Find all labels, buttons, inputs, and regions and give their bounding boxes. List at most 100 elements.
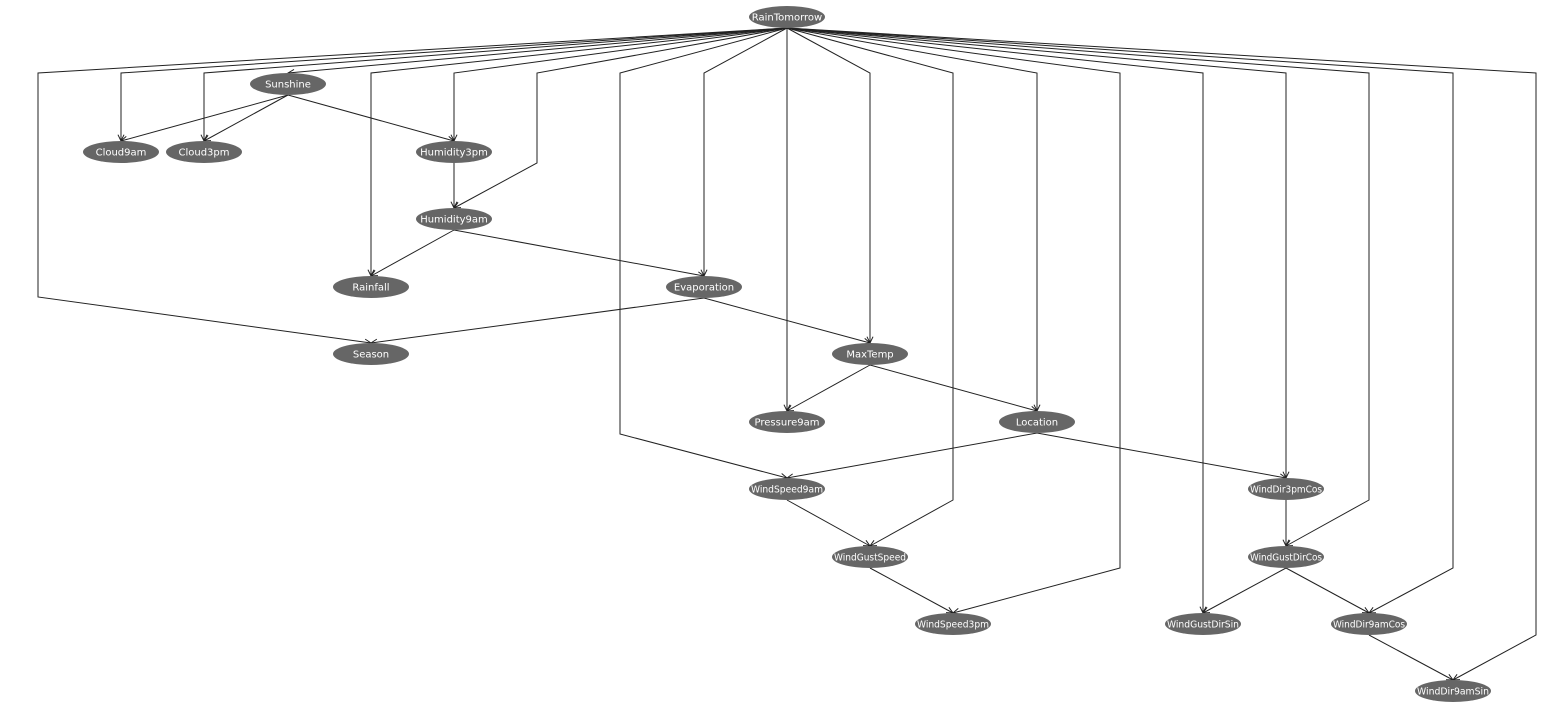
node-ellipse bbox=[749, 6, 825, 28]
node-ellipse bbox=[1415, 680, 1491, 702]
edge-line bbox=[786, 27, 871, 343]
node-WindGustSpeed[interactable]: WindGustSpeed bbox=[832, 546, 908, 568]
edge-line bbox=[370, 229, 455, 277]
node-ellipse bbox=[832, 343, 908, 365]
edge-RainTomorrow-to-WindGustDirSin bbox=[786, 27, 1207, 615]
nodes-layer: RainTomorrow Sunshine Cloud9am Cloud3pm Humi… bbox=[83, 6, 1491, 702]
node-ellipse bbox=[1248, 478, 1324, 500]
edge-line bbox=[786, 27, 1038, 411]
edge-line bbox=[869, 364, 1038, 412]
edge-WindDir9amCos-to-WindDir9amSin bbox=[1368, 634, 1455, 681]
edge-Evaporation-to-Season bbox=[369, 297, 705, 346]
node-label: RainTomorrow bbox=[752, 13, 822, 24]
edge-WindSpeed9am-to-WindGustSpeed bbox=[786, 499, 872, 547]
node-WindDir9amCos[interactable]: WindDir9amCos bbox=[1331, 613, 1407, 635]
node-label: Location bbox=[1016, 418, 1058, 429]
node-ellipse bbox=[250, 73, 326, 95]
node-RainTomorrow[interactable]: RainTomorrow bbox=[749, 6, 825, 28]
edge-line bbox=[453, 27, 788, 209]
edge-line bbox=[370, 27, 788, 276]
edge-line bbox=[1368, 634, 1454, 681]
node-ellipse bbox=[333, 343, 409, 365]
edge-Humidity3pm-to-Humidity9am bbox=[450, 163, 458, 210]
edge-line bbox=[287, 94, 455, 142]
node-Season[interactable]: Season bbox=[333, 343, 409, 365]
node-label: WindDir9amSin bbox=[1417, 687, 1489, 698]
edge-line bbox=[287, 27, 788, 74]
node-label: Sunshine bbox=[265, 80, 311, 91]
node-ellipse bbox=[915, 613, 991, 635]
edge-line bbox=[453, 27, 788, 141]
node-Cloud9am[interactable]: Cloud9am bbox=[83, 141, 159, 163]
node-label: WindDir9amCos bbox=[1333, 620, 1405, 631]
edge-line bbox=[370, 297, 705, 344]
node-Location[interactable]: Location bbox=[999, 411, 1075, 433]
edge-line bbox=[1285, 567, 1370, 614]
edge-Sunshine-to-Cloud3pm bbox=[202, 94, 289, 142]
node-Cloud3pm[interactable]: Cloud3pm bbox=[166, 141, 242, 163]
node-ellipse bbox=[1165, 613, 1241, 635]
node-label: WindSpeed9am bbox=[751, 485, 823, 496]
node-label: Rainfall bbox=[352, 283, 389, 294]
edge-line bbox=[120, 27, 788, 141]
edge-RainTomorrow-to-Location bbox=[786, 27, 1041, 413]
node-WindDir3pmCos[interactable]: WindDir3pmCos bbox=[1248, 478, 1324, 500]
node-Humidity9am[interactable]: Humidity9am bbox=[416, 208, 492, 230]
edge-RainTomorrow-to-Cloud9am bbox=[117, 27, 788, 143]
edge-Location-to-WindDir3pmCos bbox=[1036, 432, 1288, 481]
edges-layer bbox=[37, 27, 1537, 681]
edge-line bbox=[37, 27, 788, 344]
edge-WindGustSpeed-to-WindSpeed3pm bbox=[869, 567, 955, 614]
node-WindDir9amSin[interactable]: WindDir9amSin bbox=[1415, 680, 1491, 702]
node-Humidity3pm[interactable]: Humidity3pm bbox=[416, 141, 492, 163]
node-WindGustDirCos[interactable]: WindGustDirCos bbox=[1248, 546, 1324, 568]
edge-RainTomorrow-to-WindGustDirCos bbox=[786, 27, 1370, 547]
node-WindGustDirSin[interactable]: WindGustDirSin bbox=[1165, 613, 1241, 635]
node-WindSpeed9am[interactable]: WindSpeed9am bbox=[749, 478, 825, 500]
node-ellipse bbox=[83, 141, 159, 163]
node-ellipse bbox=[333, 276, 409, 298]
edge-Humidity9am-to-Evaporation bbox=[453, 229, 706, 279]
edge-line bbox=[869, 567, 954, 614]
edge-line bbox=[453, 229, 705, 277]
node-label: WindGustSpeed bbox=[834, 553, 906, 564]
edge-line bbox=[703, 27, 788, 276]
node-ellipse bbox=[999, 411, 1075, 433]
edge-line bbox=[786, 499, 871, 547]
node-Evaporation[interactable]: Evaporation bbox=[666, 276, 742, 298]
edge-MaxTemp-to-Pressure9am bbox=[785, 364, 871, 412]
edge-WindGustDirCos-to-WindDir9amCos bbox=[1285, 567, 1371, 614]
node-Rainfall[interactable]: Rainfall bbox=[333, 276, 409, 298]
node-Pressure9am[interactable]: Pressure9am bbox=[749, 411, 825, 433]
node-ellipse bbox=[166, 141, 242, 163]
node-label: WindDir3pmCos bbox=[1250, 485, 1322, 496]
node-ellipse bbox=[749, 478, 825, 500]
edge-Location-to-WindSpeed9am bbox=[785, 432, 1038, 481]
node-ellipse bbox=[1331, 613, 1407, 635]
node-ellipse bbox=[1248, 546, 1324, 568]
edge-line bbox=[786, 364, 871, 412]
node-MaxTemp[interactable]: MaxTemp bbox=[832, 343, 908, 365]
node-label: WindSpeed3pm bbox=[917, 620, 989, 631]
edge-RainTomorrow-to-WindDir3pmCos bbox=[786, 27, 1290, 480]
edge-RainTomorrow-to-MaxTemp bbox=[786, 27, 874, 345]
edge-Humidity9am-to-Rainfall bbox=[369, 229, 455, 277]
edge-line bbox=[786, 27, 1454, 614]
edge-line bbox=[786, 27, 1537, 681]
edge-line bbox=[619, 27, 788, 479]
edge-line bbox=[786, 27, 1287, 478]
node-ellipse bbox=[749, 411, 825, 433]
node-label: MaxTemp bbox=[846, 350, 893, 361]
node-label: Cloud3pm bbox=[178, 148, 229, 159]
node-Sunshine[interactable]: Sunshine bbox=[250, 73, 326, 95]
node-ellipse bbox=[666, 276, 742, 298]
node-ellipse bbox=[416, 141, 492, 163]
edge-WindGustDirCos-to-WindGustDirSin bbox=[1201, 567, 1287, 614]
edge-line bbox=[786, 432, 1038, 479]
edge-line bbox=[786, 27, 954, 547]
edge-RainTomorrow-to-Evaporation bbox=[700, 27, 788, 278]
node-label: Humidity9am bbox=[420, 215, 488, 226]
node-WindSpeed3pm[interactable]: WindSpeed3pm bbox=[915, 613, 991, 635]
node-label: Humidity3pm bbox=[420, 148, 488, 159]
